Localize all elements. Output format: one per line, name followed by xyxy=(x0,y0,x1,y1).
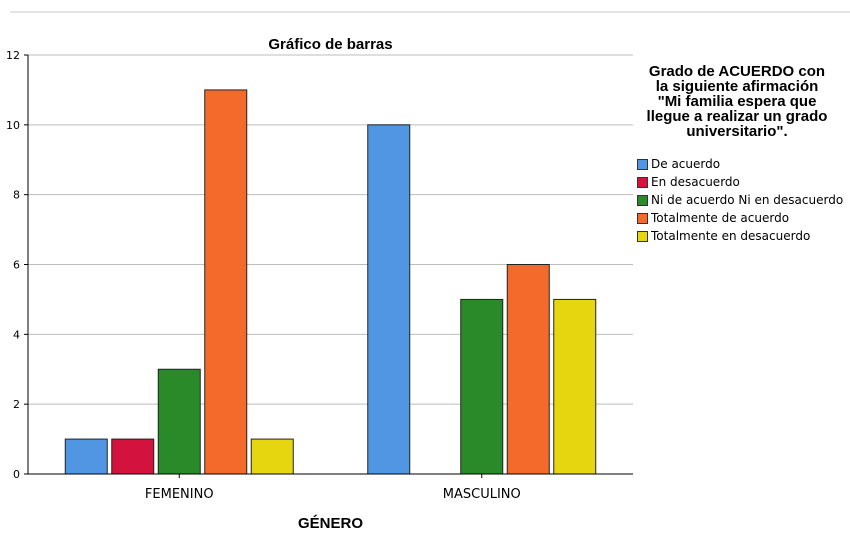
bars xyxy=(64,89,597,475)
bar xyxy=(250,438,294,475)
bar xyxy=(204,89,248,475)
legend-item: En desacuerdo xyxy=(637,173,843,191)
y-tick-label: 4 xyxy=(13,328,20,341)
chart-title: Gráfico de barras xyxy=(268,36,392,53)
legend-swatch xyxy=(637,230,648,242)
x-tick-label: MASCULINO xyxy=(443,487,521,502)
legend-swatch xyxy=(637,158,648,170)
legend-swatch xyxy=(637,212,648,224)
bar xyxy=(460,298,504,475)
legend-label: Ni de acuerdo Ni en desacuerdo xyxy=(651,193,844,207)
legend-title: Grado de ACUERDO con la siguiente afirma… xyxy=(646,63,828,140)
legend-item: Totalmente de acuerdo xyxy=(637,209,843,227)
y-tick-label: 12 xyxy=(6,49,20,62)
x-axis-label: GÉNERO xyxy=(298,515,363,532)
legend-item: De acuerdo xyxy=(637,155,843,173)
legend-label: De acuerdo xyxy=(651,157,721,171)
legend-swatch xyxy=(637,176,648,188)
y-tick-label: 10 xyxy=(6,119,20,132)
legend: De acuerdo En desacuerdo Ni de acuerdo Ni … xyxy=(637,155,843,245)
y-tick-label: 8 xyxy=(13,189,20,202)
bar xyxy=(157,368,201,475)
x-tick-label: FEMENINO xyxy=(145,487,214,502)
y-tick-label: 6 xyxy=(13,259,20,272)
bar xyxy=(506,264,550,475)
bar xyxy=(367,124,411,475)
legend-swatch xyxy=(637,194,648,206)
y-tick-label: 0 xyxy=(13,468,20,481)
bar xyxy=(553,298,597,475)
y-tick-label: 2 xyxy=(13,398,20,411)
bar xyxy=(111,438,155,475)
legend-label: Totalmente en desacuerdo xyxy=(651,229,811,243)
axes: Gráfico de barras 0 2 4 6 8 10 12 FEMENINO MASCUL… xyxy=(6,11,850,532)
legend-item: Ni de acuerdo Ni en desacuerdo xyxy=(637,191,843,209)
bar xyxy=(64,438,108,475)
legend-label: En desacuerdo xyxy=(651,175,740,189)
legend-item: Totalmente en desacuerdo xyxy=(637,227,843,245)
legend-label: Totalmente de acuerdo xyxy=(651,211,790,225)
